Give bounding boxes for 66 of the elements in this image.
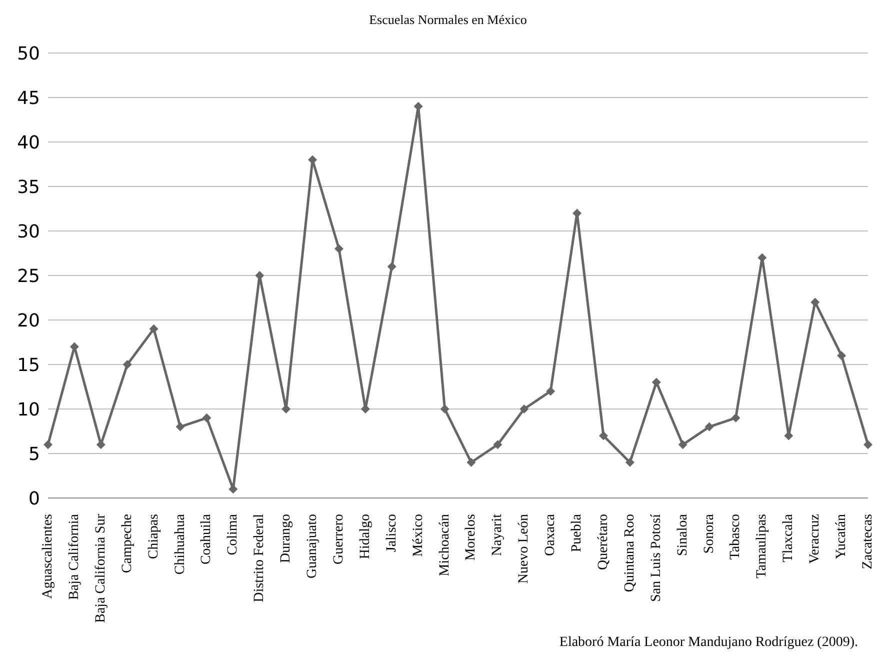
y-tick-label: 40: [17, 132, 40, 154]
x-tick-label: Jalisco: [384, 514, 400, 552]
x-tick-label: Chihuahua: [172, 513, 188, 575]
x-tick-label: Coahuila: [199, 513, 214, 565]
x-tick-label: Hidalgo: [358, 514, 373, 560]
x-tick-label: Durango: [278, 514, 294, 563]
point: [625, 458, 634, 467]
x-tick-label: Nayarit: [490, 514, 506, 556]
x-tick-label: Baja California: [66, 513, 82, 600]
point: [704, 422, 714, 432]
point: [837, 351, 846, 360]
y-tick-label: 45: [17, 88, 40, 109]
point: [810, 298, 820, 307]
point: [731, 413, 740, 422]
x-tick-label: Colima: [226, 513, 241, 556]
x-tick-label: Sonora: [702, 513, 717, 554]
point: [466, 458, 476, 467]
point: [652, 378, 661, 387]
y-tick-label: 25: [17, 266, 40, 287]
x-tick-label: Guanajuato: [305, 514, 320, 579]
x-tick-label: Quintana Roo: [622, 514, 638, 592]
point: [387, 262, 396, 272]
x-tick-label: Puebla: [570, 513, 585, 552]
point: [334, 244, 344, 254]
x-tick-label: Campeche: [120, 514, 135, 574]
x-tick-label: Tabasco: [728, 514, 744, 560]
x-tick-label: Michoacán: [437, 514, 452, 576]
point: [149, 324, 158, 334]
x-tick-label: Oaxaca: [543, 513, 558, 556]
y-tick-label: 0: [28, 488, 40, 510]
point: [176, 422, 185, 432]
x-tick-label: Distrito Federal: [252, 514, 268, 602]
x-tick-label: Sinaloa: [675, 513, 690, 556]
y-tick-label: 10: [17, 399, 40, 420]
x-tick-label: San Luis Potosí: [648, 514, 664, 602]
y-tick-label: 5: [28, 444, 40, 465]
x-tick-label: Tamaulipas: [754, 514, 770, 578]
x-tick-label: Baja California Sur: [93, 514, 108, 623]
chart-title: Escuelas Normales en México: [368, 12, 528, 28]
y-tick-label: 50: [17, 43, 40, 64]
point: [864, 440, 872, 450]
y-tick-label: 30: [17, 221, 40, 242]
point: [493, 440, 502, 450]
y-tick-label: 20: [17, 310, 40, 332]
point: [440, 404, 450, 414]
point: [678, 440, 688, 450]
y-tick-label: 15: [17, 354, 40, 376]
point: [122, 360, 132, 369]
x-tick-label: Guerrero: [331, 514, 346, 565]
point: [44, 440, 52, 450]
point: [202, 413, 212, 422]
x-tick-label: Chiapas: [146, 514, 162, 560]
x-tick-label: Nuevo León: [516, 514, 532, 584]
point: [546, 386, 556, 396]
x-tick-label: Morelos: [464, 514, 479, 561]
text: Elaboró María Leonor Mandujano Rodríguez (2009).: [559, 635, 858, 651]
x-tick-label: Aguascalientes: [40, 514, 56, 599]
x-tick-label: Yucatán: [834, 514, 850, 560]
x-tick-label: Zacatecas: [860, 514, 876, 570]
x-tick-label: Querétaro: [596, 514, 611, 570]
x-tick-label: Tlaxcala: [781, 513, 796, 562]
point: [598, 431, 608, 440]
x-tick-label: México: [410, 514, 426, 557]
x-tick-label: Veracruz: [808, 514, 823, 564]
y-tick-label: 35: [17, 176, 40, 198]
point: [520, 404, 529, 414]
